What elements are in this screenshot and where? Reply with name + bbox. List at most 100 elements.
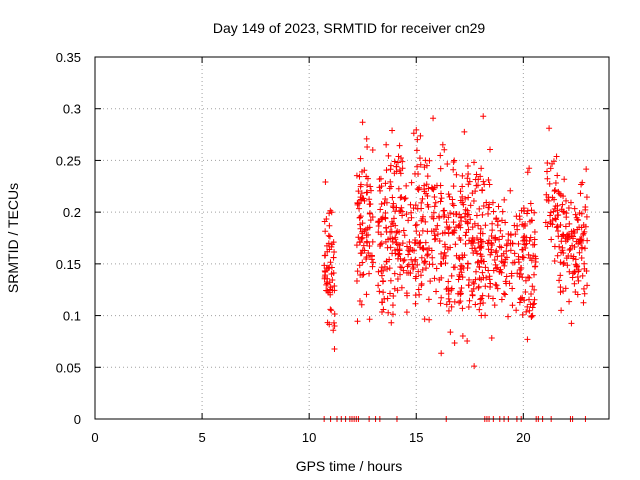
data-point <box>476 306 483 313</box>
data-point <box>509 240 516 247</box>
data-point <box>519 311 526 318</box>
data-point <box>568 320 575 327</box>
data-point <box>485 177 492 184</box>
data-point <box>480 202 487 209</box>
data-point <box>331 310 338 317</box>
data-point <box>418 217 425 224</box>
data-point <box>368 187 375 194</box>
data-point <box>356 214 363 221</box>
data-point <box>487 146 494 153</box>
data-point <box>554 252 561 259</box>
data-point <box>441 249 448 256</box>
data-point <box>548 236 555 243</box>
data-point <box>401 195 408 202</box>
data-point <box>459 305 466 312</box>
data-point <box>328 264 335 271</box>
data-point <box>566 233 573 240</box>
data-point <box>418 254 425 261</box>
data-point <box>516 299 523 306</box>
data-point <box>555 227 562 234</box>
data-point <box>580 232 587 239</box>
data-point <box>360 242 367 249</box>
data-point <box>519 254 526 261</box>
data-point <box>505 313 512 320</box>
data-point <box>410 205 417 212</box>
data-point <box>474 259 481 266</box>
y-axis-label: SRMTID / TECUs <box>5 183 21 293</box>
data-point <box>385 152 392 159</box>
data-point <box>476 264 483 271</box>
y-tick-label: 0.35 <box>56 50 81 65</box>
data-point <box>485 204 492 211</box>
data-point <box>398 204 405 211</box>
data-point <box>359 220 366 227</box>
data-point <box>528 207 535 214</box>
data-point <box>471 280 478 287</box>
data-point <box>404 292 411 299</box>
data-point <box>445 214 452 221</box>
data-point <box>383 258 390 265</box>
data-point <box>494 285 501 292</box>
data-point <box>482 222 489 229</box>
data-point <box>415 268 422 275</box>
data-point <box>571 280 578 287</box>
data-point <box>500 250 507 257</box>
data-point <box>507 187 514 194</box>
data-point <box>566 220 573 227</box>
data-point <box>367 183 374 190</box>
data-point <box>328 209 335 216</box>
data-point <box>387 290 394 297</box>
data-point <box>464 163 471 170</box>
data-point <box>491 256 498 263</box>
data-point <box>445 278 452 285</box>
data-point <box>488 335 495 342</box>
data-point <box>393 240 400 247</box>
data-point <box>561 176 568 183</box>
data-point <box>450 264 457 271</box>
data-point <box>412 222 419 229</box>
data-point <box>389 302 396 309</box>
data-point <box>583 268 590 275</box>
data-point <box>450 219 457 226</box>
data-point <box>378 200 385 207</box>
data-point <box>330 254 337 261</box>
data-point <box>557 272 564 279</box>
data-point <box>481 181 488 188</box>
data-point <box>358 190 365 197</box>
data-point <box>357 181 364 188</box>
data-point <box>575 277 582 284</box>
data-point <box>378 267 385 274</box>
data-point <box>357 155 364 162</box>
data-point <box>413 221 420 228</box>
data-point <box>431 184 438 191</box>
data-point <box>532 263 539 270</box>
data-point <box>502 219 509 226</box>
data-point <box>524 210 531 217</box>
data-point <box>485 293 492 300</box>
data-point <box>439 141 446 148</box>
data-point <box>443 219 450 226</box>
data-point <box>485 210 492 217</box>
data-point <box>491 302 498 309</box>
data-point <box>498 244 505 251</box>
data-point <box>376 288 383 295</box>
data-point <box>363 256 370 263</box>
data-point <box>395 251 402 258</box>
data-point <box>458 269 465 276</box>
data-point <box>401 232 408 239</box>
data-point <box>451 157 458 164</box>
data-point <box>411 247 418 254</box>
data-point <box>465 194 472 201</box>
data-point <box>446 298 453 305</box>
data-point <box>543 191 550 198</box>
data-point <box>557 289 564 296</box>
data-point <box>330 327 337 334</box>
data-point <box>515 259 522 266</box>
data-point <box>421 316 428 323</box>
data-point <box>466 178 473 185</box>
data-point <box>550 158 557 165</box>
data-point <box>364 144 371 151</box>
data-point <box>387 277 394 284</box>
data-point <box>581 245 588 252</box>
data-point <box>567 245 574 252</box>
